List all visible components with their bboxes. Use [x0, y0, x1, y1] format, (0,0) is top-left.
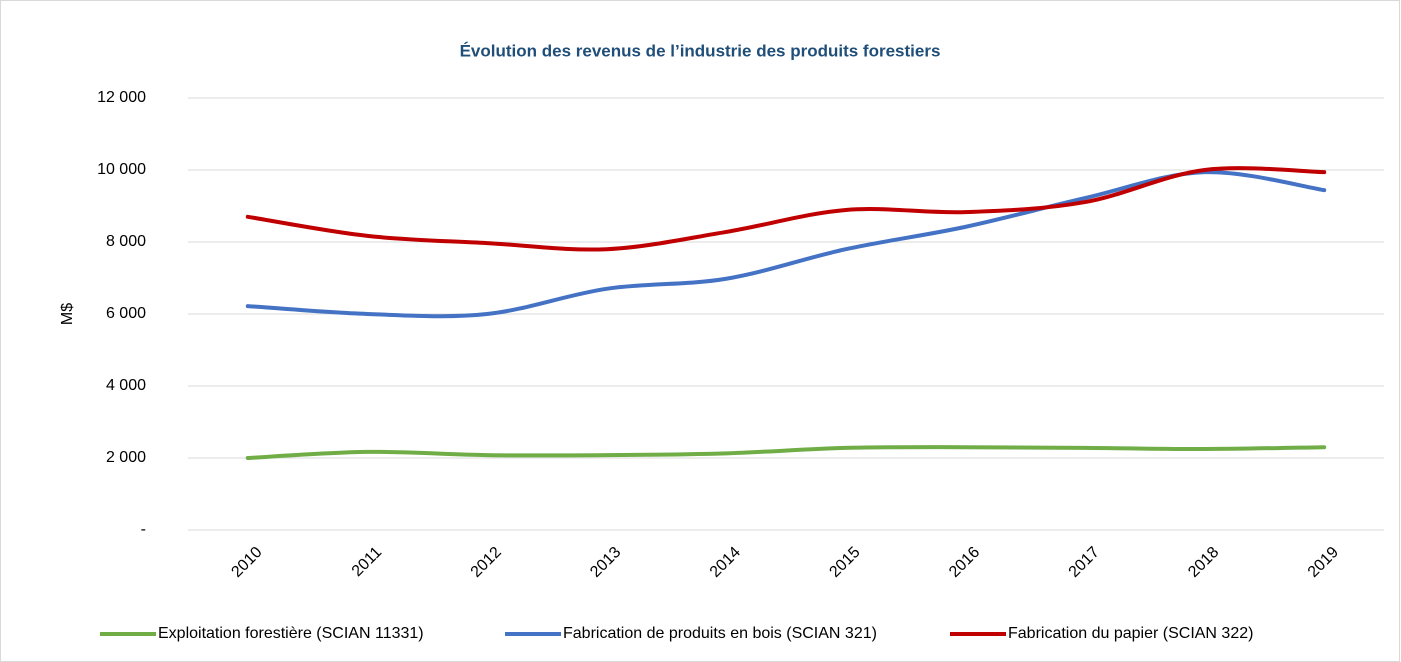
- legend-label: Fabrication de produits en bois (SCIAN 3…: [563, 625, 877, 642]
- y-tick-label: 10 000: [97, 161, 146, 178]
- y-axis-label: M$: [59, 303, 76, 325]
- series-line: [245, 445, 1327, 460]
- legend-label: Fabrication du papier (SCIAN 322): [1008, 625, 1253, 642]
- y-tick-label: 8 000: [106, 233, 146, 250]
- series-line: [245, 170, 1327, 319]
- series-line: [245, 166, 1327, 252]
- y-tick-label: 2 000: [106, 449, 146, 466]
- legend-label: Exploitation forestière (SCIAN 11331): [158, 625, 424, 642]
- y-tick-label: 6 000: [106, 305, 146, 322]
- y-tick-label: -: [141, 521, 146, 538]
- chart-title: Évolution des revenus de l’industrie des…: [460, 41, 941, 60]
- y-tick-label: 12 000: [97, 89, 146, 106]
- y-tick-label: 4 000: [106, 377, 146, 394]
